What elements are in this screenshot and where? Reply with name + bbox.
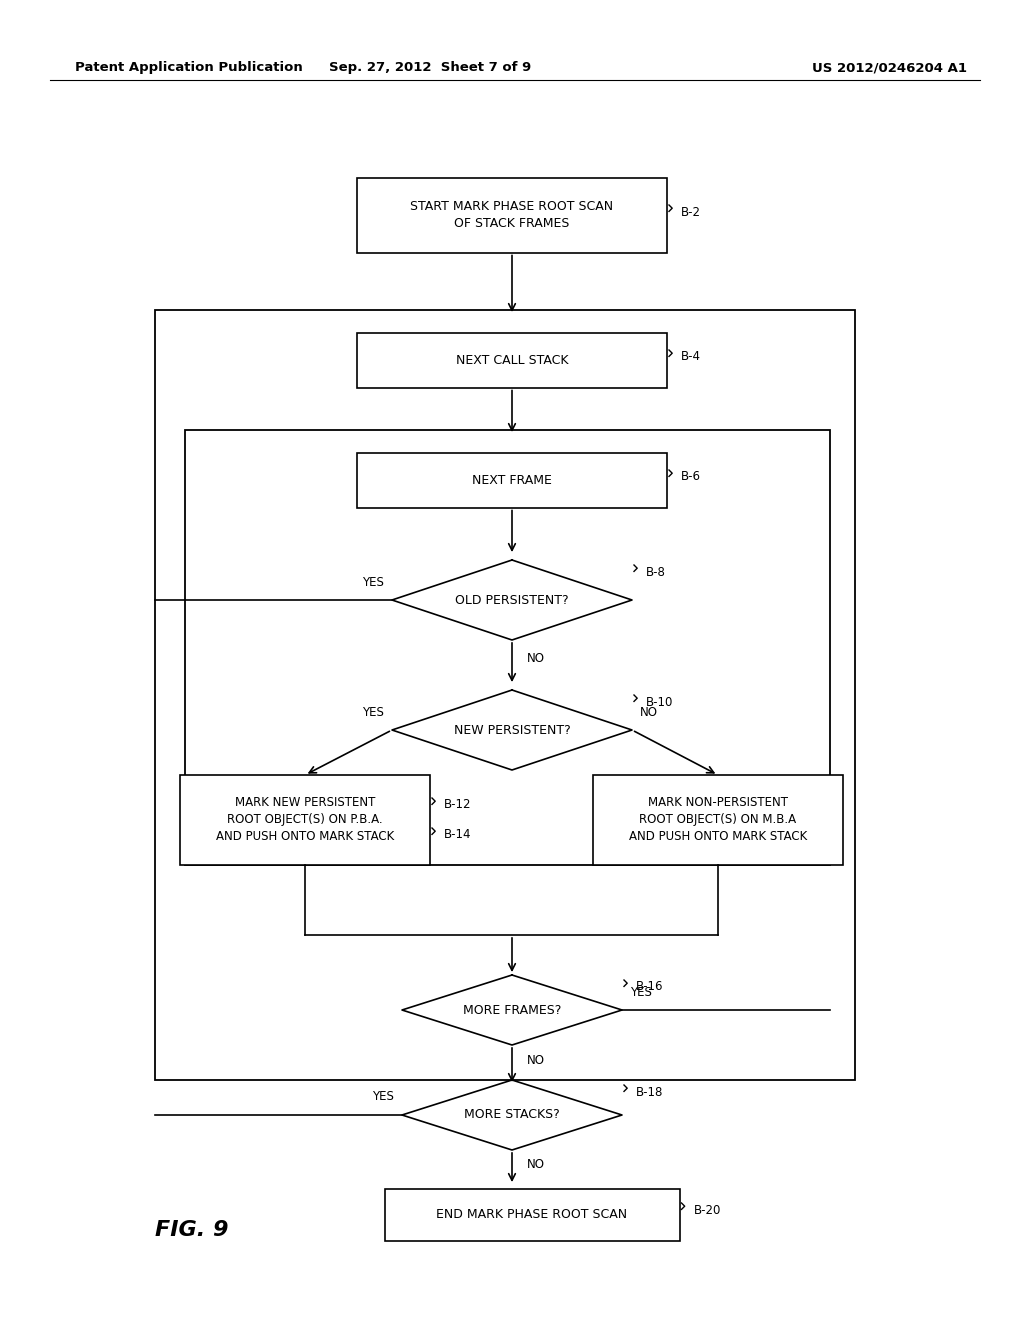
- Text: B-18: B-18: [636, 1085, 664, 1098]
- Text: NO: NO: [527, 1053, 545, 1067]
- Text: NO: NO: [640, 705, 658, 718]
- Text: NO: NO: [527, 1159, 545, 1172]
- Bar: [155, 310, 855, 1080]
- Text: B-6: B-6: [681, 470, 701, 483]
- Text: YES: YES: [630, 986, 652, 998]
- Text: B-20: B-20: [693, 1204, 721, 1217]
- Text: NEXT FRAME: NEXT FRAME: [472, 474, 552, 487]
- Text: OLD PERSISTENT?: OLD PERSISTENT?: [456, 594, 568, 606]
- Text: NO: NO: [527, 652, 545, 664]
- Text: NEXT CALL STACK: NEXT CALL STACK: [456, 354, 568, 367]
- Text: YES: YES: [362, 576, 384, 589]
- Bar: [384, 1189, 680, 1241]
- Text: MORE STACKS?: MORE STACKS?: [464, 1109, 560, 1122]
- Text: YES: YES: [362, 705, 384, 718]
- Text: B-12: B-12: [444, 799, 471, 812]
- Text: YES: YES: [372, 1090, 394, 1104]
- Text: B-4: B-4: [681, 351, 701, 363]
- Text: B-10: B-10: [646, 696, 674, 709]
- Text: MORE FRAMES?: MORE FRAMES?: [463, 1003, 561, 1016]
- Text: B-14: B-14: [444, 829, 471, 842]
- Text: FIG. 9: FIG. 9: [155, 1220, 228, 1239]
- Text: Sep. 27, 2012  Sheet 7 of 9: Sep. 27, 2012 Sheet 7 of 9: [329, 62, 531, 74]
- Text: MARK NON-PERSISTENT
ROOT OBJECT(S) ON M.B.A
AND PUSH ONTO MARK STACK: MARK NON-PERSISTENT ROOT OBJECT(S) ON M.…: [629, 796, 807, 843]
- Bar: [180, 775, 430, 865]
- Text: US 2012/0246204 A1: US 2012/0246204 A1: [812, 62, 968, 74]
- Text: START MARK PHASE ROOT SCAN
OF STACK FRAMES: START MARK PHASE ROOT SCAN OF STACK FRAM…: [411, 201, 613, 230]
- Bar: [357, 333, 667, 388]
- Text: B-16: B-16: [636, 981, 664, 994]
- Bar: [357, 453, 667, 507]
- Bar: [357, 177, 667, 252]
- Bar: [593, 775, 843, 865]
- Text: Patent Application Publication: Patent Application Publication: [75, 62, 303, 74]
- Text: NEW PERSISTENT?: NEW PERSISTENT?: [454, 723, 570, 737]
- Text: MARK NEW PERSISTENT
ROOT OBJECT(S) ON P.B.A.
AND PUSH ONTO MARK STACK: MARK NEW PERSISTENT ROOT OBJECT(S) ON P.…: [216, 796, 394, 843]
- Text: B-2: B-2: [681, 206, 701, 219]
- Text: B-8: B-8: [646, 565, 666, 578]
- Bar: [185, 430, 830, 865]
- Text: END MARK PHASE ROOT SCAN: END MARK PHASE ROOT SCAN: [436, 1209, 628, 1221]
